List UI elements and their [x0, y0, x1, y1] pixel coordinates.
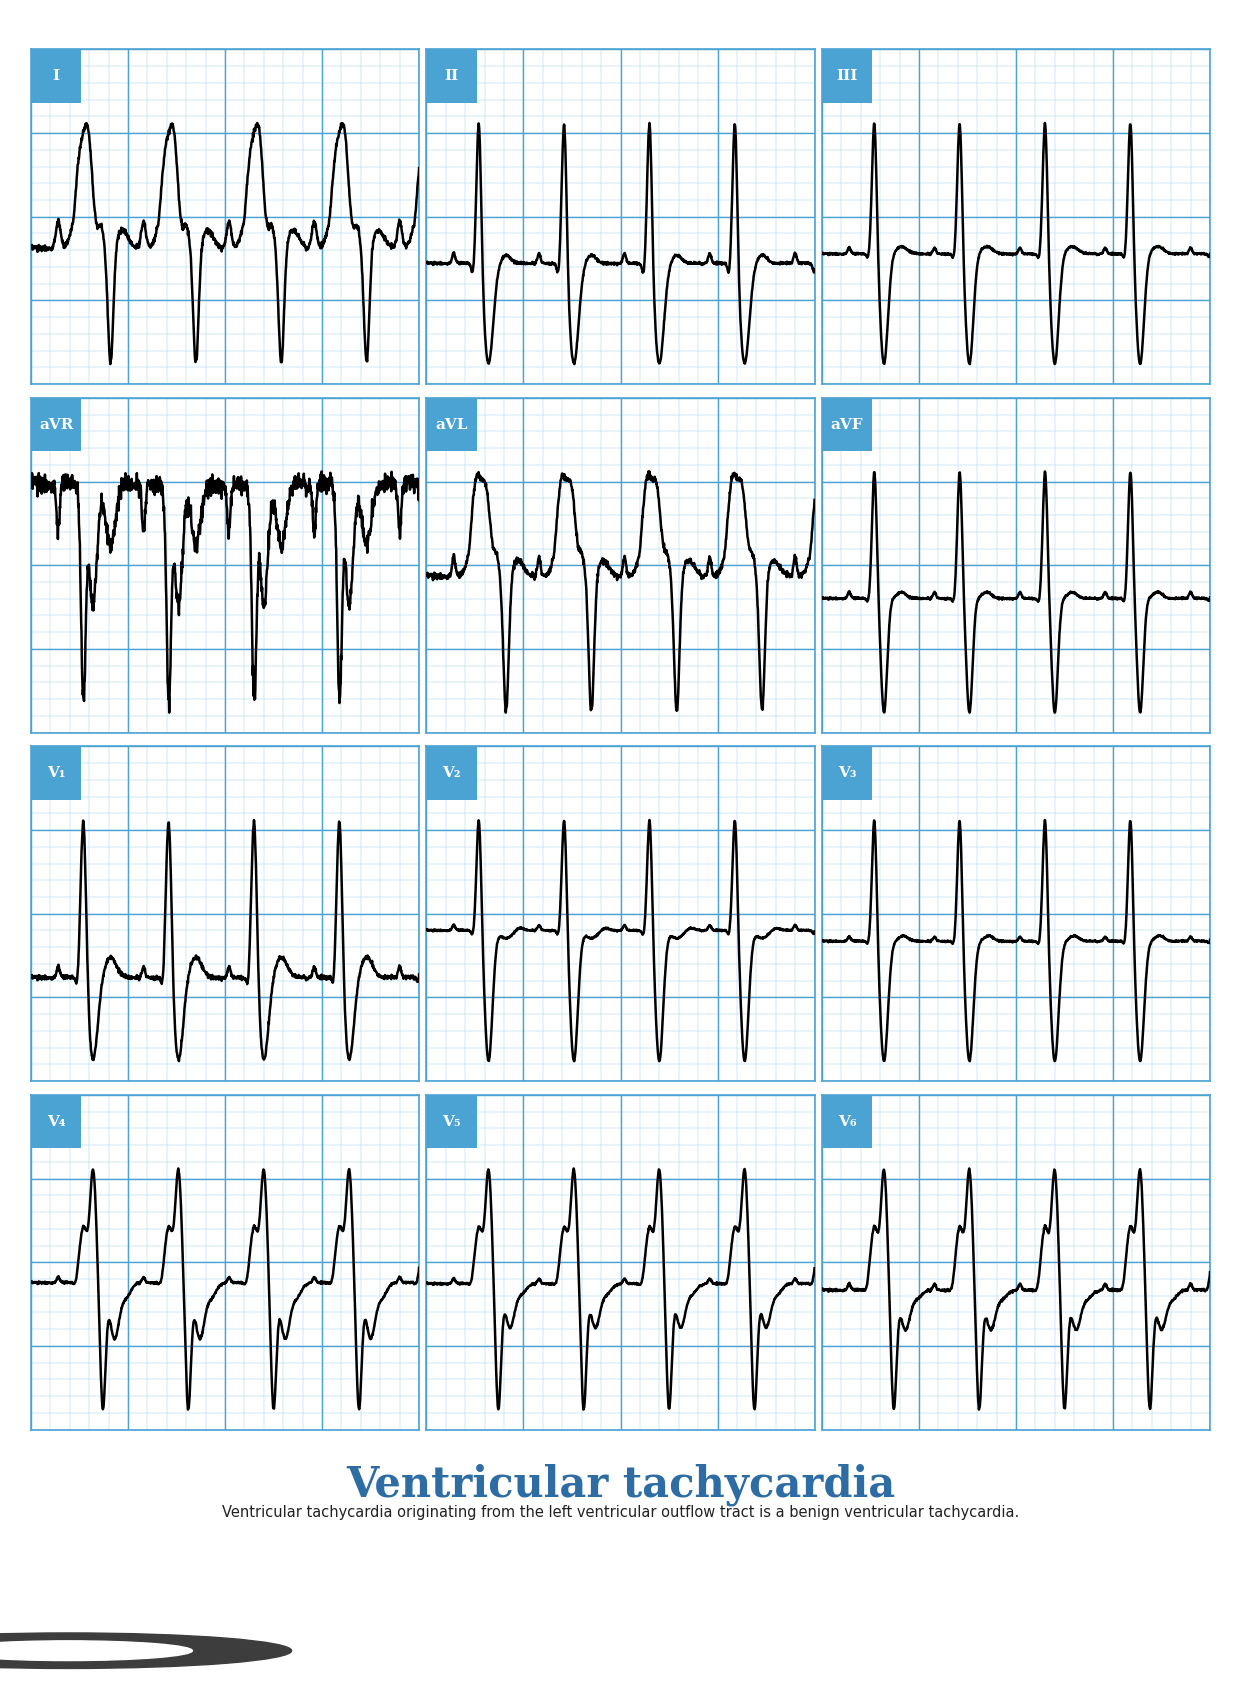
- Text: aVR: aVR: [38, 418, 73, 432]
- Text: V₃: V₃: [838, 767, 856, 780]
- Text: aVL: aVL: [436, 418, 468, 432]
- Text: V₆: V₆: [838, 1115, 856, 1129]
- Bar: [822, 49, 872, 104]
- Text: II: II: [444, 70, 459, 83]
- Circle shape: [0, 1634, 292, 1668]
- Text: Ventricular tachycardia originating from the left ventricular outflow tract is a: Ventricular tachycardia originating from…: [222, 1504, 1019, 1520]
- Text: aVF: aVF: [831, 418, 864, 432]
- Text: V₂: V₂: [443, 767, 460, 780]
- Bar: [822, 398, 872, 452]
- Text: depositphotos: depositphotos: [143, 1642, 288, 1659]
- Bar: [427, 746, 477, 801]
- Bar: [822, 1095, 872, 1149]
- Bar: [427, 1095, 477, 1149]
- Text: V₅: V₅: [443, 1115, 460, 1129]
- Circle shape: [0, 1622, 441, 1680]
- Circle shape: [0, 1640, 192, 1661]
- Text: V₄: V₄: [47, 1115, 66, 1129]
- Text: V₁: V₁: [47, 767, 66, 780]
- Bar: [822, 746, 872, 801]
- Bar: [31, 398, 82, 452]
- Text: Ventricular tachycardia: Ventricular tachycardia: [346, 1464, 895, 1506]
- Text: III: III: [836, 70, 858, 83]
- Bar: [31, 49, 82, 104]
- Text: I: I: [52, 70, 60, 83]
- Bar: [427, 398, 477, 452]
- Bar: [427, 49, 477, 104]
- Bar: [31, 746, 82, 801]
- Bar: [31, 1095, 82, 1149]
- Text: Image ID: 640371426    www.depositphotos.com: Image ID: 640371426 www.depositphotos.co…: [756, 1644, 1080, 1657]
